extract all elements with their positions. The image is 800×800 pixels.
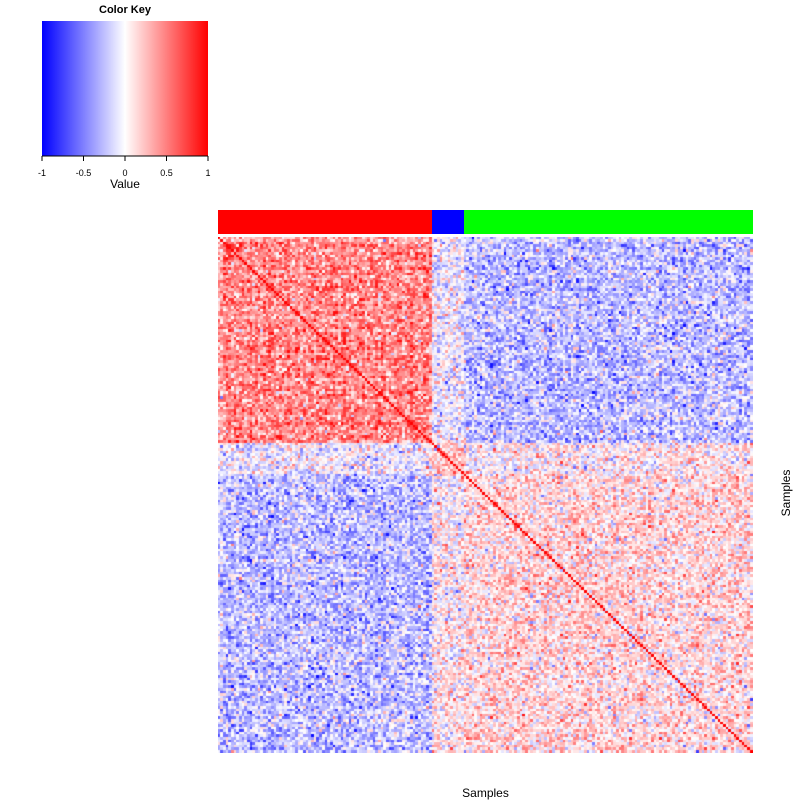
color-key-axis: -1 -0.5 0 0.5 1 (38, 155, 211, 178)
color-key-xlabel: Value (110, 177, 140, 191)
color-key-tick-label: -1 (38, 168, 46, 178)
color-key-tick-label: 0.5 (160, 168, 173, 178)
y-axis-label: Samples (779, 469, 793, 517)
correlation-heatmap (218, 237, 753, 753)
color-key-tick-label: 1 (205, 168, 210, 178)
group-color-bar (218, 210, 753, 234)
color-key-tick-label: 0 (122, 168, 127, 178)
color-key-tick-label: -0.5 (76, 168, 92, 178)
group-green-segment (464, 210, 753, 234)
group-blue-segment (432, 210, 465, 234)
group-red-segment (218, 210, 432, 234)
x-axis-label: Samples (462, 786, 509, 800)
color-key-gradient (42, 21, 208, 156)
color-key-title: Color Key (99, 4, 151, 16)
